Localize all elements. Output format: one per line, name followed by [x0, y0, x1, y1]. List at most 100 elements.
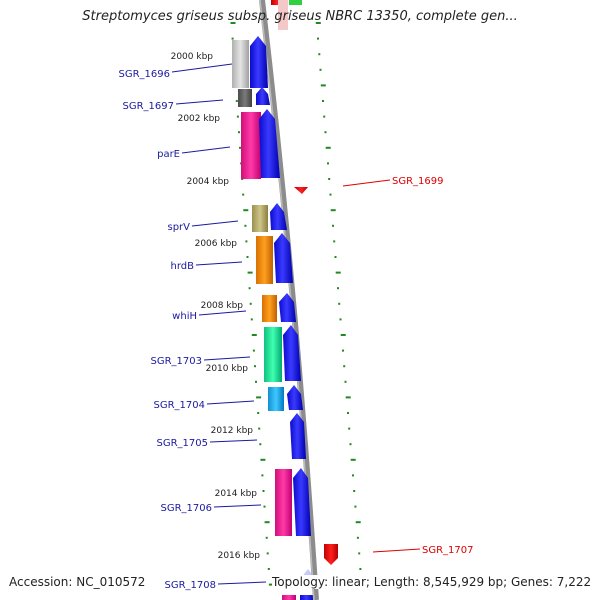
box-sgr1706 [275, 469, 292, 536]
grid-dot [318, 53, 321, 56]
box-whih [262, 295, 277, 322]
gene-label-hrdb[interactable]: hrdB [171, 261, 195, 272]
grid-dot [244, 224, 247, 227]
grid-dot [352, 474, 354, 477]
map-title: Streptomyces griseus subsp. griseus NBRC… [82, 9, 518, 24]
gene-label-sgr1708[interactable]: SGR_1708 [165, 580, 217, 591]
gene-label-whih[interactable]: whiH [172, 311, 197, 322]
gene-label-sgr1704[interactable]: SGR_1704 [154, 400, 206, 411]
grid-dot [355, 521, 361, 524]
gene-label-sgr1703[interactable]: SGR_1703 [151, 356, 203, 367]
accession-info: Accession: NC_010572 [9, 575, 146, 589]
tick-2012: 2012 kbp [211, 426, 254, 436]
gene-label-sgr1707[interactable]: SGR_1707 [422, 545, 474, 556]
tick-2014: 2014 kbp [215, 489, 258, 499]
grid-dot [343, 365, 346, 368]
grid-dot [337, 287, 339, 290]
label-leaders-right [342, 179, 421, 553]
cds-arrow-hrdb [274, 233, 293, 283]
grid-dot [358, 552, 361, 555]
tick-2006: 2006 kbp [195, 239, 238, 249]
grid-dot [255, 380, 257, 383]
tick-2010: 2010 kbp [206, 364, 249, 374]
grid-dot [236, 115, 239, 118]
tick-2002: 2002 kbp [178, 114, 221, 124]
grid-dot [267, 568, 270, 570]
grid-dot [231, 37, 234, 40]
cds-arrow-whih [279, 293, 296, 322]
grid-dot [350, 458, 356, 461]
grid-dot [238, 131, 240, 134]
feature-boxes [232, 40, 292, 536]
box-sprv [252, 205, 268, 232]
grid-dot [242, 193, 245, 196]
grid-dot [354, 505, 357, 508]
grid-dot [249, 302, 252, 305]
gene-label-sgr1705[interactable]: SGR_1705 [157, 438, 209, 449]
gene-label-sgr1699[interactable]: SGR_1699 [392, 176, 444, 187]
gene-label-sgr1696[interactable]: SGR_1696 [119, 69, 171, 80]
grid-dot [245, 240, 248, 243]
grid-dot [315, 22, 321, 24]
gene-labels-right: SGR_1699 SGR_1707 [392, 176, 474, 556]
gene-label-sgr1706[interactable]: SGR_1706 [161, 503, 213, 514]
grid-dot [260, 458, 266, 461]
cds-arrow-sprv [270, 203, 287, 230]
grid-dot [327, 162, 329, 165]
grid-dot [262, 490, 265, 492]
grid-dot [268, 583, 274, 586]
tick-2008: 2008 kbp [201, 301, 244, 311]
grid-dot [330, 209, 336, 212]
chromosome-backbone [259, 0, 319, 600]
grid-dot [335, 271, 341, 274]
grid-dot [248, 287, 251, 290]
grid-dot [345, 396, 351, 399]
cds-arrow-pare [259, 109, 280, 178]
tick-2016: 2016 kbp [218, 551, 261, 561]
tick-2004: 2004 kbp [187, 177, 230, 187]
cds-arrow-sgr1706 [293, 468, 311, 536]
box-sgr1697 [238, 89, 252, 107]
grid-dot [259, 443, 262, 446]
grid-dot [252, 349, 255, 352]
gene-label-sgr1697[interactable]: SGR_1697 [123, 101, 175, 112]
cds-arrow-sgr1703 [283, 325, 301, 381]
grid-dot [334, 256, 337, 258]
cds-arrow-sgr1697 [256, 87, 270, 105]
grid-dot [340, 334, 346, 336]
grid-dot [257, 412, 260, 414]
grid-dot [320, 84, 326, 87]
tick-2000: 2000 kbp [171, 52, 214, 62]
grid-dot [339, 318, 342, 321]
grid-dot [250, 318, 253, 321]
label-leaders [171, 63, 267, 585]
cds-arrow-sgr1707 [324, 544, 338, 565]
right-grid-track [315, 22, 366, 586]
grid-dot [258, 427, 261, 430]
box-sgr1703 [264, 327, 282, 382]
grid-dot [338, 302, 341, 305]
grid-dot [356, 536, 359, 539]
bottom-gene-blue [300, 595, 314, 600]
top-gene-red [271, 0, 284, 5]
grid-dot [243, 209, 249, 212]
grid-dot [322, 100, 324, 102]
grid-dot [264, 521, 270, 524]
cds-arrow-sgr1699 [294, 187, 308, 194]
box-hrdb [256, 236, 273, 284]
grid-dot [266, 552, 269, 555]
top-gene-pink [278, 0, 288, 30]
gene-label-sprv[interactable]: sprV [167, 222, 190, 233]
grid-dot [333, 240, 336, 243]
cds-arrows [250, 36, 311, 536]
grid-dot [235, 100, 238, 102]
grid-dot [348, 427, 351, 430]
gene-label-pare[interactable]: parE [157, 149, 180, 160]
grid-dot [349, 443, 352, 446]
grid-dot [347, 412, 349, 414]
bottom-gene-pink [282, 595, 296, 600]
grid-dot [325, 146, 331, 149]
grid-dot [319, 68, 322, 71]
box-sgr1704 [268, 387, 284, 411]
